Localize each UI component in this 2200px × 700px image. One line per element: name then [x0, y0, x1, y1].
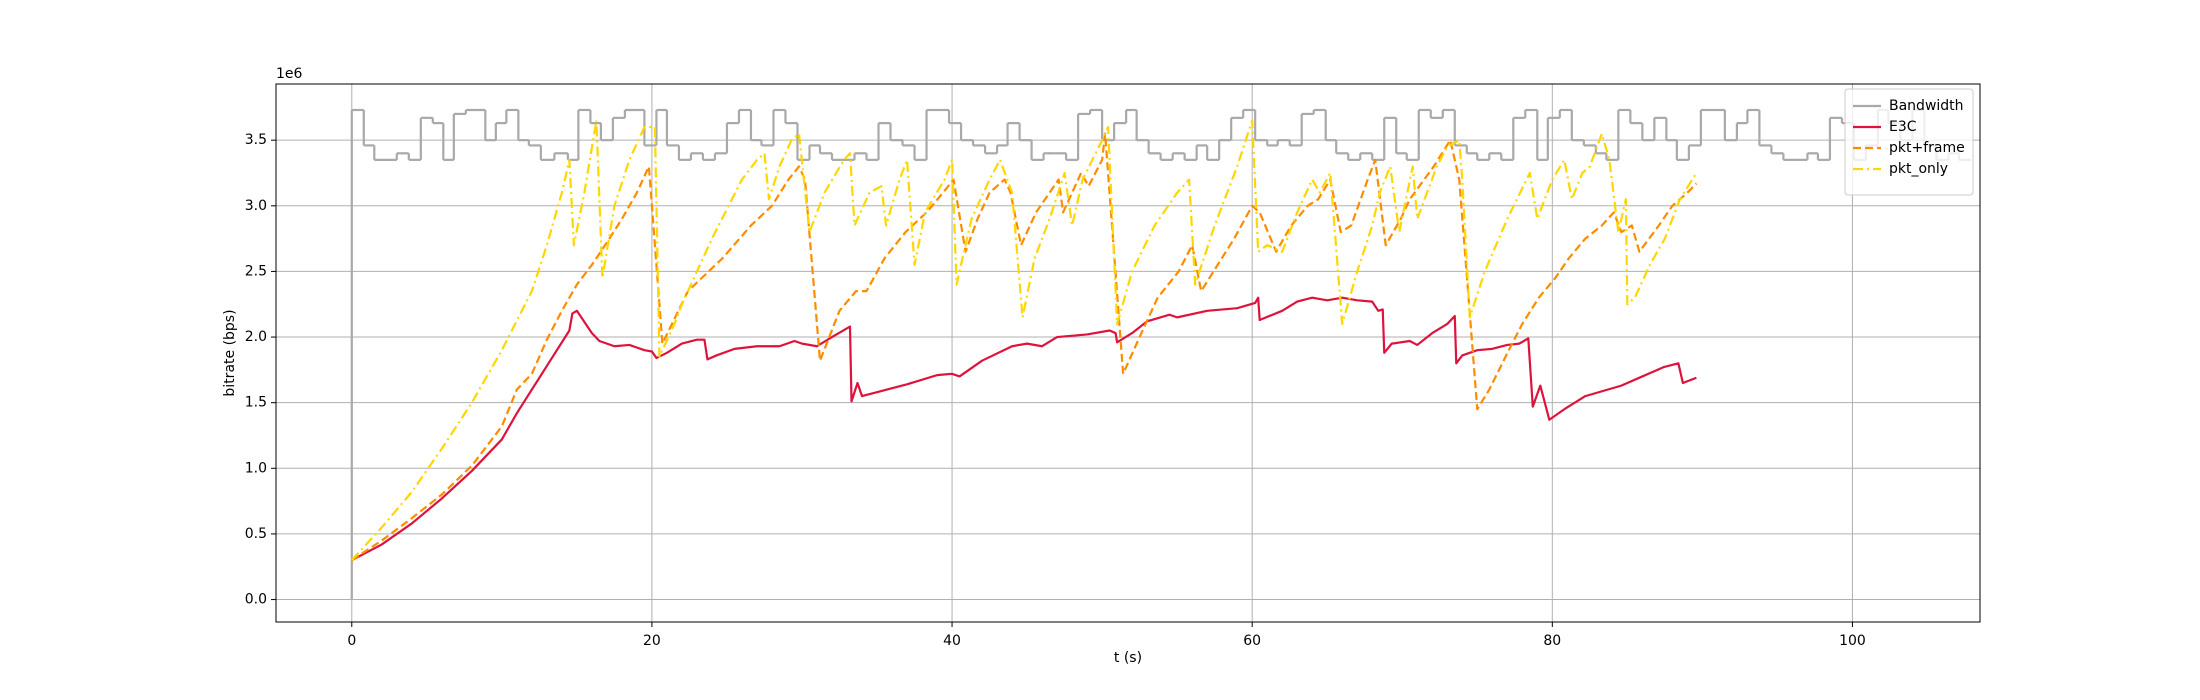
x-tick-label: 80 [1543, 633, 1561, 649]
plot-frame [275, 83, 1981, 623]
legend-label: pkt_only [1889, 161, 1948, 177]
legend-label: pkt+frame [1889, 140, 1965, 156]
y-tick-label: 2.5 [245, 263, 267, 279]
x-tick-label: 100 [1839, 633, 1866, 649]
x-tick-label: 20 [643, 633, 661, 649]
y-tick-label: 1.0 [245, 460, 267, 476]
x-axis-label: t (s) [1114, 650, 1142, 666]
x-tick-label: 0 [347, 633, 356, 649]
y-tick-label: 3.5 [245, 132, 267, 148]
y-tick-label: 0.5 [245, 526, 267, 542]
series-line [351, 296, 1697, 562]
x-tick-label: 60 [1243, 633, 1261, 649]
y-tick-label: 1.5 [245, 395, 267, 411]
series-steps [350, 108, 1971, 600]
legend-label: E3C [1889, 119, 1917, 135]
legend: Bandwidth E3C pkt+frame pkt_only [1844, 88, 1974, 196]
series-line [351, 132, 1698, 562]
series-line [350, 119, 1698, 561]
y-tick-label: 2.0 [245, 329, 267, 345]
y-axis-label: bitrate (bps) [222, 309, 238, 396]
x-tick-label: 40 [943, 633, 961, 649]
y-tick-label: 0.0 [245, 592, 267, 608]
y-tick-label: 3.0 [245, 198, 267, 214]
legend-label: Bandwidth [1889, 98, 1964, 114]
y-offset-label: 1e6 [276, 66, 303, 82]
